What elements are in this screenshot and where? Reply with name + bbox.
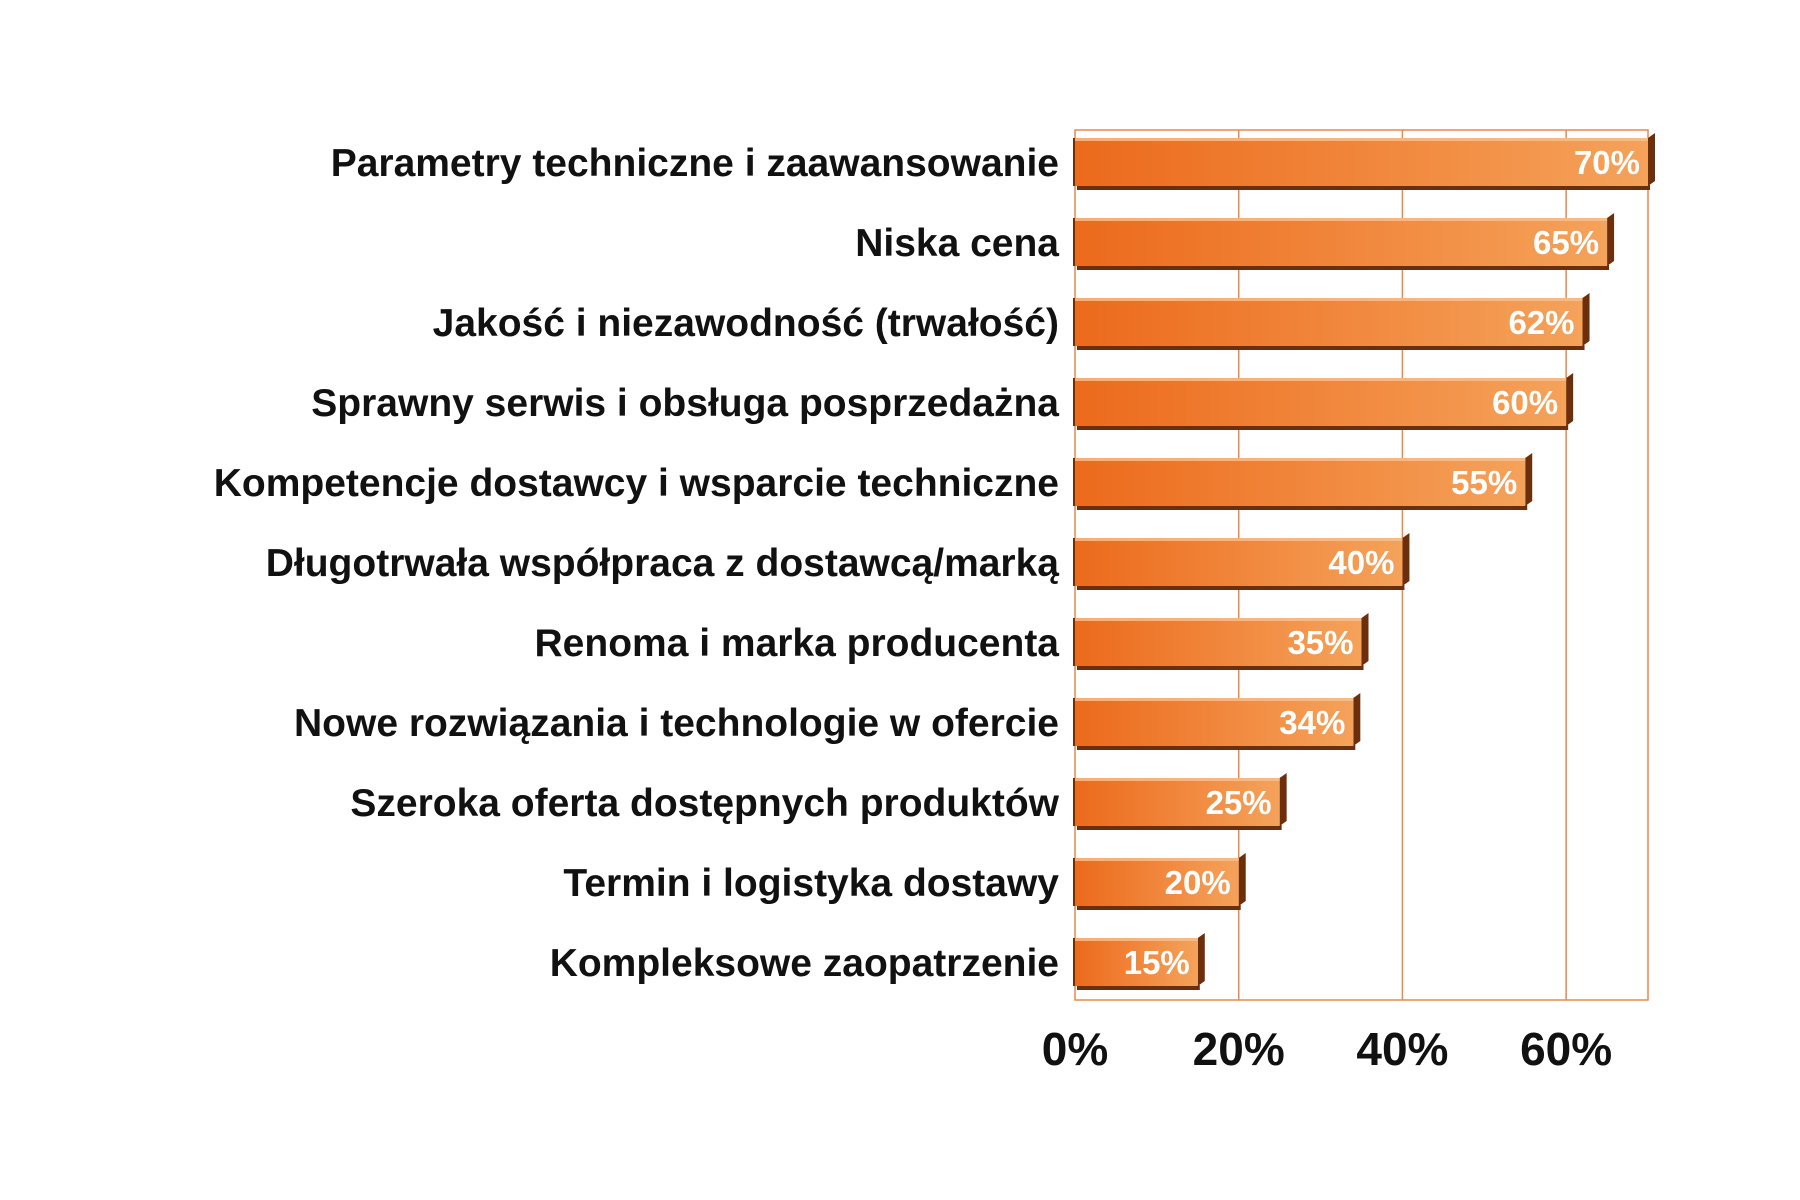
bar <box>1075 218 1608 266</box>
bar <box>1075 858 1239 906</box>
bar <box>1075 698 1354 746</box>
bar-value-label: 62% <box>1508 304 1574 341</box>
bar-group: 15% <box>1073 933 1205 990</box>
bar-group: 34% <box>1073 693 1361 750</box>
bar-group: 55% <box>1073 453 1533 510</box>
bar <box>1075 298 1583 346</box>
bar-shadow <box>1077 665 1364 670</box>
bar-group: 40% <box>1073 533 1410 590</box>
bar-shadow <box>1077 425 1569 430</box>
bar-shadow <box>1077 585 1405 590</box>
bar-highlight <box>1075 378 1567 381</box>
category-label: Nowe rozwiązania i technologie w ofercie <box>294 702 1059 745</box>
bar-group: 60% <box>1073 373 1574 430</box>
bar-shadow <box>1077 985 1200 990</box>
category-label: Sprawny serwis i obsługa posprzedażna <box>311 382 1059 425</box>
bar-value-label: 60% <box>1492 384 1558 421</box>
bar-value-label: 40% <box>1328 544 1394 581</box>
category-label: Termin i logistyka dostawy <box>563 862 1059 905</box>
bar-value-label: 70% <box>1574 144 1640 181</box>
category-label: Długotrwała współpraca z dostawcą/marką <box>266 542 1060 585</box>
category-label: Kompleksowe zaopatrzenie <box>550 942 1059 985</box>
bar-highlight <box>1075 458 1526 461</box>
bar <box>1075 618 1362 666</box>
bar-shadow <box>1077 345 1585 350</box>
bar-highlight <box>1075 858 1239 861</box>
bar-shadow <box>1077 825 1282 830</box>
bar <box>1075 458 1526 506</box>
bar-highlight <box>1075 618 1362 621</box>
bar-value-label: 35% <box>1287 624 1353 661</box>
bar-highlight <box>1075 298 1583 301</box>
bar-shadow <box>1077 265 1610 270</box>
bar-shadow <box>1077 185 1650 190</box>
bar <box>1075 938 1198 986</box>
bar-value-label: 25% <box>1206 784 1272 821</box>
category-label: Parametry techniczne i zaawansowanie <box>331 142 1059 185</box>
category-label: Szeroka oferta dostępnych produktów <box>350 782 1059 825</box>
bar-group: 65% <box>1073 213 1615 270</box>
bar-shadow <box>1077 745 1356 750</box>
bar-group: 62% <box>1073 293 1590 350</box>
bar-value-label: 65% <box>1533 224 1599 261</box>
x-axis-tick-labels: 0% 20% 40% 60% <box>1042 1023 1612 1075</box>
x-tick-label: 0% <box>1042 1023 1108 1075</box>
bars-layer: 70% 65% 62% 60% 55% 40% 35% 34% 25% 20% 15% <box>1073 133 1655 990</box>
category-labels: Parametry techniczne i zaawansowanie Nisk… <box>214 142 1060 985</box>
bar-highlight <box>1075 938 1198 941</box>
bar <box>1075 378 1567 426</box>
x-tick-label: 40% <box>1356 1023 1448 1075</box>
bar-shadow <box>1077 905 1241 910</box>
bar <box>1075 778 1280 826</box>
bar-group: 25% <box>1073 773 1287 830</box>
bar-shadow <box>1077 505 1528 510</box>
bar-value-label: 55% <box>1451 464 1517 501</box>
bar-value-label: 34% <box>1279 704 1345 741</box>
category-label: Niska cena <box>855 222 1059 265</box>
x-tick-label: 20% <box>1193 1023 1285 1075</box>
category-label: Renoma i marka producenta <box>535 622 1060 665</box>
bar-highlight <box>1075 778 1280 781</box>
category-label: Jakość i niezawodność (trwałość) <box>433 302 1059 345</box>
bar-group: 20% <box>1073 853 1246 910</box>
bar-highlight <box>1075 138 1648 141</box>
bar-value-label: 20% <box>1165 864 1231 901</box>
bar-highlight <box>1075 218 1608 221</box>
bar <box>1075 138 1648 186</box>
bar-value-label: 15% <box>1124 944 1190 981</box>
bar-group: 35% <box>1073 613 1369 670</box>
bar-highlight <box>1075 538 1403 541</box>
category-label: Kompetencje dostawcy i wsparcie technicz… <box>214 462 1059 505</box>
bar-group: 70% <box>1073 133 1655 190</box>
x-tick-label: 60% <box>1520 1023 1612 1075</box>
bar-highlight <box>1075 698 1354 701</box>
bar <box>1075 538 1403 586</box>
